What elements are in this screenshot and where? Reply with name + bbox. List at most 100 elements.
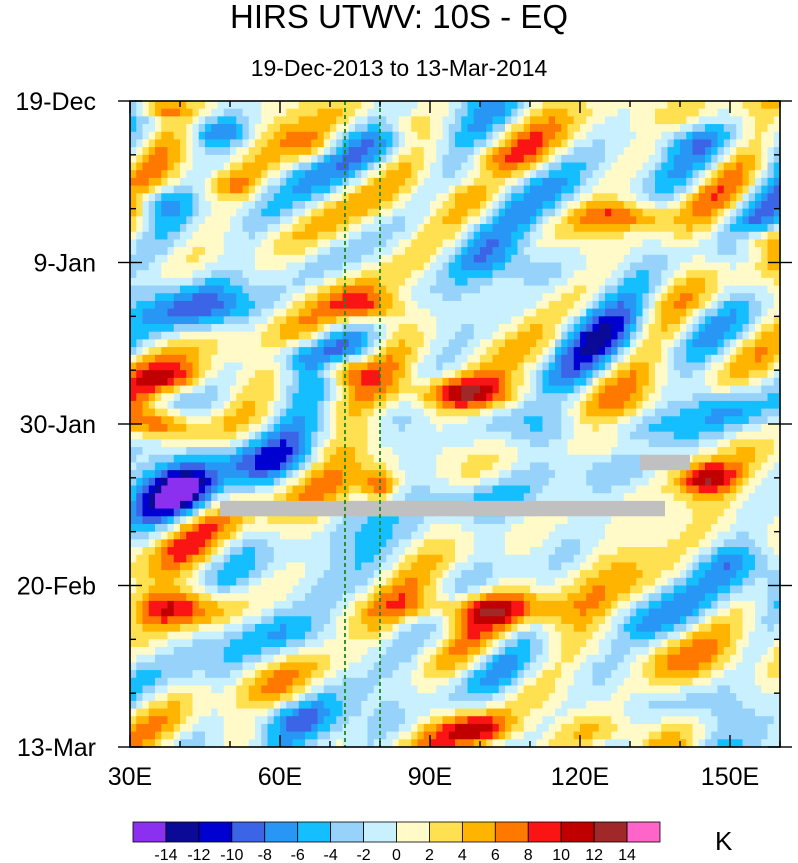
heatmap-cell [467, 247, 475, 256]
heatmap-cell [267, 239, 275, 248]
heatmap-cell [130, 377, 137, 387]
heatmap-cell [592, 285, 600, 294]
heatmap-cell [348, 300, 356, 310]
heatmap-cell [361, 224, 369, 233]
heatmap-cell [667, 385, 675, 394]
heatmap-cell [355, 285, 362, 294]
heatmap-cell [598, 293, 606, 302]
heatmap-cell [705, 331, 712, 340]
heatmap-cell [711, 208, 719, 217]
heatmap-cell [317, 262, 325, 271]
heatmap-cell [517, 339, 525, 348]
heatmap-cell [573, 277, 581, 287]
heatmap-cell [173, 116, 181, 125]
heatmap-cell [192, 462, 200, 471]
heatmap-cell [723, 424, 731, 433]
heatmap-cell [517, 216, 525, 225]
heatmap-cell [230, 400, 237, 410]
heatmap-cell [580, 154, 587, 164]
heatmap-cell [298, 185, 306, 194]
heatmap-cell [298, 393, 306, 402]
heatmap-cell [411, 101, 419, 110]
heatmap-cell [711, 224, 719, 233]
heatmap-cell [173, 370, 181, 379]
heatmap-cell [536, 339, 544, 348]
heatmap-cell [548, 300, 556, 310]
heatmap-cell [273, 270, 281, 279]
heatmap-cell [536, 147, 544, 156]
heatmap-cell [255, 239, 262, 248]
heatmap-cell [405, 347, 412, 356]
heatmap-cell [711, 400, 719, 410]
heatmap-cell [323, 277, 331, 287]
heatmap-cell [280, 139, 287, 148]
heatmap-cell [298, 377, 306, 387]
heatmap-cell [342, 331, 350, 340]
heatmap-cell [442, 308, 450, 317]
heatmap-cell [742, 331, 750, 340]
heatmap-cell [542, 454, 550, 464]
heatmap-cell [392, 408, 400, 417]
heatmap-cell [736, 393, 744, 402]
heatmap-cell [523, 147, 531, 156]
heatmap-cell [773, 354, 781, 364]
heatmap-cell [267, 385, 275, 394]
heatmap-cell [305, 300, 312, 310]
heatmap-cell [567, 447, 575, 456]
heatmap-cell [630, 247, 637, 256]
heatmap-cell [380, 400, 387, 410]
heatmap-cell [317, 300, 325, 310]
heatmap-cell [361, 101, 369, 110]
heatmap-cell [736, 277, 744, 287]
heatmap-cell [448, 131, 456, 141]
heatmap-cell [280, 377, 287, 387]
heatmap-cell [448, 162, 456, 171]
heatmap-cell [405, 285, 412, 294]
heatmap-cell [255, 354, 262, 364]
heatmap-cell [586, 154, 594, 164]
heatmap-cell [711, 385, 719, 394]
heatmap-cell [617, 385, 625, 394]
heatmap-cell [648, 147, 656, 156]
heatmap-cell [348, 362, 356, 371]
heatmap-cell [505, 331, 512, 340]
heatmap-cell [355, 308, 362, 317]
heatmap-cell [548, 408, 556, 417]
heatmap-cell [430, 377, 437, 387]
heatmap-cell [717, 424, 725, 433]
heatmap-cell [411, 362, 419, 371]
heatmap-cell [280, 454, 287, 464]
heatmap-cell [142, 385, 150, 394]
heatmap-cell [423, 270, 431, 279]
heatmap-cell [155, 216, 162, 225]
heatmap-cell [748, 285, 756, 294]
heatmap-cell [411, 316, 419, 325]
heatmap-cell [255, 154, 262, 164]
heatmap-cell [267, 147, 275, 156]
heatmap-cell [742, 270, 750, 279]
heatmap-cell [167, 308, 175, 317]
heatmap-cell [398, 331, 406, 340]
heatmap-cell [461, 247, 469, 256]
heatmap-cell [542, 239, 550, 248]
heatmap-cell [767, 270, 775, 279]
heatmap-cell [717, 162, 725, 171]
heatmap-cell [217, 162, 225, 171]
heatmap-cell [355, 177, 362, 187]
heatmap-cell [511, 231, 519, 241]
heatmap-cell [755, 254, 762, 264]
heatmap-cell [573, 393, 581, 402]
heatmap-cell [555, 216, 562, 225]
heatmap-cell [417, 200, 425, 210]
heatmap-cell [236, 300, 244, 310]
heatmap-cell [636, 300, 644, 310]
heatmap-cell [267, 324, 275, 333]
heatmap-cell [142, 316, 150, 325]
heatmap-cell [155, 185, 162, 194]
heatmap-cell [723, 224, 731, 233]
heatmap-cell [392, 377, 400, 387]
heatmap-cell [386, 439, 394, 448]
heatmap-cell [692, 347, 700, 356]
heatmap-cell [486, 139, 494, 148]
heatmap-cell [223, 393, 231, 402]
